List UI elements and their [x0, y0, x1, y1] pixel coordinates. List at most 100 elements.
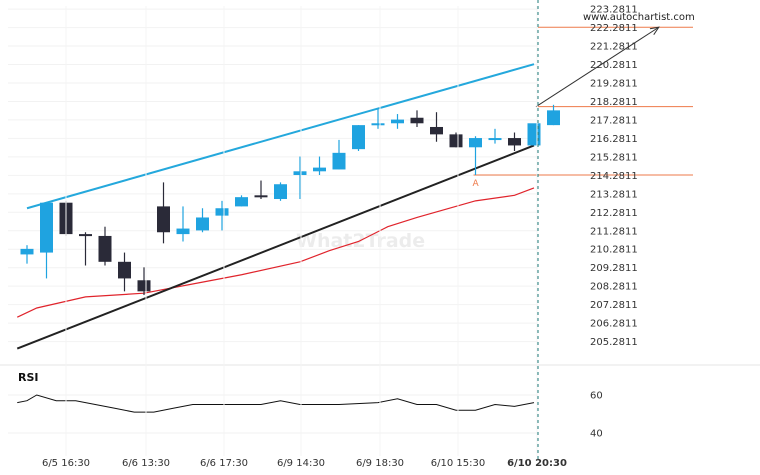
projection-layer	[535, 26, 660, 108]
x-tick-label: 6/9 18:30	[356, 458, 404, 469]
candle	[449, 132, 463, 148]
candle	[547, 104, 560, 126]
candle-body	[527, 123, 541, 146]
y-tick-label: 209.2811	[590, 263, 638, 274]
candle	[371, 108, 385, 129]
x-tick-label: 6/10 20:30	[507, 458, 567, 469]
candle-body	[430, 126, 443, 135]
candle-body	[79, 234, 92, 237]
y-tick-label: 214.2811	[590, 171, 638, 182]
trendlines-layer	[16, 63, 535, 350]
candle-body	[332, 152, 346, 170]
projection-arrow-head	[649, 26, 660, 35]
y-tick-label: 208.2811	[590, 282, 638, 293]
projection-arrow-line	[535, 26, 660, 108]
candle	[79, 232, 92, 266]
candle	[527, 123, 541, 146]
candle	[488, 128, 502, 144]
candle-body	[118, 261, 131, 279]
candle	[254, 180, 268, 200]
candle-body	[254, 195, 268, 198]
candle	[293, 156, 307, 200]
rsi-tick-label: 60	[590, 391, 603, 402]
candle	[118, 252, 131, 292]
time-axis: 6/5 16:30 6/6 13:30 6/6 17:30 6/9 14:30 6/9 …	[42, 6, 567, 469]
moving-average-layer	[16, 187, 535, 318]
y-tick-label: 205.2811	[590, 337, 638, 348]
candle	[235, 195, 248, 207]
candle-body	[391, 119, 404, 124]
candle	[215, 200, 229, 231]
candle	[332, 139, 346, 170]
candle-body	[547, 110, 560, 126]
candle-body	[293, 171, 307, 175]
x-tick-label: 6/10 15:30	[431, 458, 485, 469]
y-tick-label: 219.2811	[590, 78, 638, 89]
candle-body	[410, 117, 424, 124]
candle-body	[157, 206, 170, 233]
candle	[196, 208, 209, 233]
candle	[98, 226, 112, 266]
candle	[137, 267, 151, 296]
candle	[410, 110, 424, 127]
grid-layer	[8, 8, 538, 343]
candle-body	[449, 134, 463, 148]
upper-trendline	[26, 63, 535, 210]
y-tick-label: 211.2811	[590, 226, 638, 237]
x-tick-label: 6/6 13:30	[122, 458, 170, 469]
x-tick-label: 6/9 14:30	[277, 458, 325, 469]
rsi-tick-label: 40	[590, 429, 603, 440]
y-tick-label: 206.2811	[590, 319, 638, 330]
y-tick-label: 222.2811	[590, 23, 638, 34]
y-tick-label: 220.2811	[590, 60, 638, 71]
y-tick-label: 215.2811	[590, 152, 638, 163]
candle-body	[137, 280, 151, 292]
candles-layer	[20, 104, 560, 296]
candle-body	[313, 167, 326, 172]
level-lines-layer	[473, 26, 693, 176]
candle-body	[235, 197, 248, 207]
candle-body	[176, 228, 190, 235]
candle	[352, 125, 365, 151]
candle-body	[215, 208, 229, 216]
candle	[176, 206, 190, 242]
candle	[157, 182, 170, 244]
candle	[20, 245, 34, 264]
candle-body	[40, 202, 53, 253]
rsi-label: RSI	[18, 371, 39, 384]
price-axis: 223.2811 222.2811 221.2811 220.2811 219.2811…	[590, 5, 638, 348]
candle	[274, 182, 287, 201]
y-tick-label: 210.2811	[590, 245, 638, 256]
candle	[313, 156, 326, 175]
y-tick-label: 212.2811	[590, 208, 638, 219]
candle-body	[488, 138, 502, 141]
y-tick-label: 221.2811	[590, 42, 638, 53]
y-tick-label: 207.2811	[590, 300, 638, 311]
candle-body	[274, 184, 287, 200]
candle-body	[196, 217, 209, 231]
candle	[469, 136, 482, 175]
source-label[interactable]: www.autochartist.com	[583, 12, 695, 23]
candle-body	[508, 138, 521, 146]
candle	[391, 114, 404, 129]
candle	[40, 202, 53, 279]
point-a-label: A	[473, 179, 480, 189]
rsi-line	[17, 394, 535, 413]
y-tick-label: 213.2811	[590, 189, 638, 200]
candle-body	[469, 138, 482, 148]
lower-trendline	[16, 144, 535, 350]
y-tick-label: 217.2811	[590, 115, 638, 126]
candle-body	[20, 248, 34, 255]
candle-body	[98, 235, 112, 262]
moving-average-line	[16, 187, 535, 318]
x-tick-label: 6/5 16:30	[42, 458, 90, 469]
candle-body	[352, 125, 365, 150]
y-tick-label: 223.2811	[590, 5, 638, 16]
y-tick-label: 218.2811	[590, 97, 638, 108]
candle	[508, 132, 521, 151]
candle-body	[371, 123, 385, 126]
x-tick-label: 6/6 17:30	[200, 458, 248, 469]
candle	[430, 112, 443, 142]
